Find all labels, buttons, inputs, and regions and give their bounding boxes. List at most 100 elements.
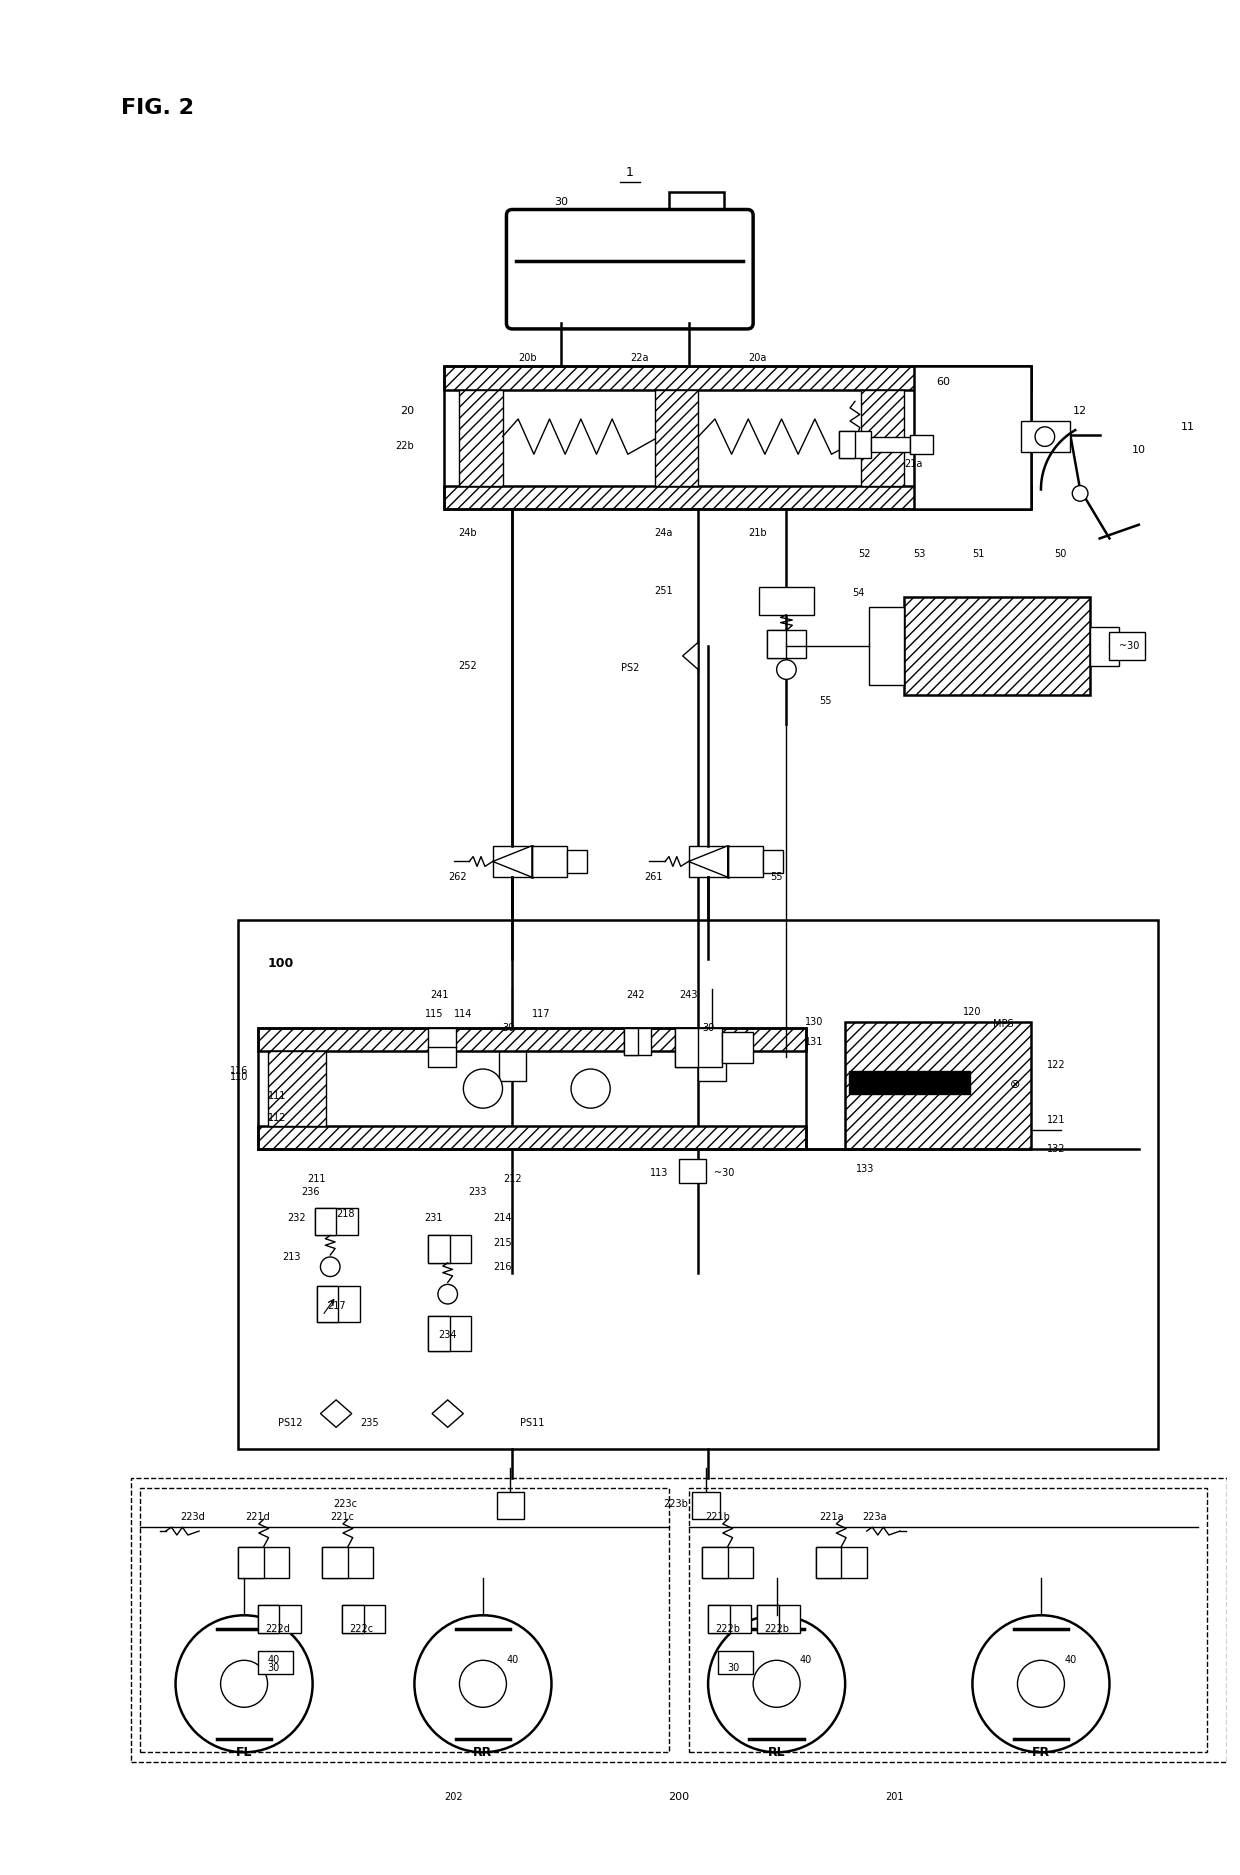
Text: FL: FL [236, 1746, 252, 1759]
Bar [460, 390, 502, 486]
FancyBboxPatch shape [506, 210, 753, 328]
Text: 21b: 21b [748, 527, 766, 538]
Bar [728, 846, 763, 878]
Bar [1110, 632, 1145, 660]
Bar [688, 846, 728, 878]
Text: 30: 30 [268, 1663, 279, 1672]
Text: 223c: 223c [334, 1498, 357, 1509]
Text: 113: 113 [650, 1168, 668, 1178]
Bar [428, 1316, 450, 1352]
Bar [702, 1547, 753, 1579]
Circle shape [320, 1256, 340, 1277]
Text: 30: 30 [728, 1663, 740, 1672]
Text: 222c: 222c [350, 1624, 373, 1633]
Text: 53: 53 [914, 549, 926, 559]
Bar [238, 921, 1158, 1449]
Text: 40: 40 [1064, 1656, 1076, 1665]
Text: 214: 214 [494, 1213, 512, 1222]
Bar [140, 1489, 668, 1753]
Bar [258, 1650, 293, 1674]
Bar [688, 1489, 1208, 1753]
Text: 242: 242 [626, 990, 645, 999]
Text: ~30: ~30 [1118, 641, 1140, 651]
Bar [258, 1605, 279, 1633]
Text: 112: 112 [268, 1114, 286, 1123]
Bar [624, 1028, 637, 1056]
Bar [268, 1052, 326, 1125]
Text: 100: 100 [268, 956, 294, 969]
Text: 234: 234 [439, 1329, 458, 1341]
Bar [839, 431, 854, 458]
Text: 221a: 221a [820, 1513, 843, 1522]
Text: 222b: 222b [715, 1624, 740, 1633]
Text: 235: 235 [360, 1418, 378, 1429]
Bar [910, 435, 934, 454]
Bar [532, 846, 567, 878]
Text: 133: 133 [856, 1164, 874, 1174]
Text: 201: 201 [885, 1792, 904, 1802]
Text: 216: 216 [494, 1262, 512, 1271]
Text: PS11: PS11 [520, 1418, 544, 1429]
Bar [861, 390, 904, 486]
Text: 55: 55 [820, 696, 832, 705]
Polygon shape [432, 1401, 464, 1427]
Text: 22b: 22b [396, 441, 414, 452]
Bar [258, 1028, 806, 1052]
Bar [428, 1236, 471, 1264]
Text: 221c: 221c [330, 1513, 353, 1522]
Text: 22a: 22a [630, 352, 649, 364]
Text: 30: 30 [702, 1024, 714, 1033]
Text: 223b: 223b [663, 1498, 688, 1509]
Text: 202: 202 [444, 1792, 463, 1802]
Text: 114: 114 [454, 1009, 472, 1020]
Text: 54: 54 [853, 589, 866, 598]
Circle shape [753, 1659, 800, 1708]
Bar [914, 366, 1032, 508]
Bar [846, 1022, 1032, 1149]
Polygon shape [683, 643, 698, 669]
Polygon shape [320, 1401, 352, 1427]
Bar [668, 191, 724, 216]
Bar [708, 1605, 751, 1633]
Bar [763, 849, 782, 874]
Text: 110: 110 [229, 1072, 248, 1082]
Text: 20a: 20a [748, 352, 766, 364]
Text: 24a: 24a [655, 527, 673, 538]
Bar [497, 1492, 525, 1519]
Text: 221d: 221d [246, 1513, 270, 1522]
Text: 121: 121 [1047, 1116, 1065, 1125]
Bar [342, 1605, 386, 1633]
Text: 222b: 222b [764, 1624, 789, 1633]
Text: 232: 232 [288, 1213, 306, 1222]
Circle shape [1035, 428, 1055, 446]
Bar [444, 366, 1032, 508]
Text: 115: 115 [425, 1009, 443, 1020]
Bar [849, 1071, 970, 1095]
Bar [322, 1547, 348, 1579]
Text: FR: FR [1032, 1746, 1050, 1759]
Bar [130, 1478, 1226, 1762]
Text: 30: 30 [554, 197, 568, 206]
Text: 51: 51 [972, 549, 985, 559]
Bar [322, 1547, 373, 1579]
Text: 217: 217 [327, 1301, 346, 1311]
Text: 52: 52 [858, 549, 870, 559]
Bar [675, 1028, 698, 1067]
Text: PS12: PS12 [278, 1418, 303, 1429]
Bar [869, 608, 904, 684]
Circle shape [1018, 1659, 1064, 1708]
Text: 116: 116 [229, 1067, 248, 1076]
Text: 262: 262 [449, 872, 467, 881]
Text: 1: 1 [626, 165, 634, 178]
Bar [238, 1547, 264, 1579]
Text: 241: 241 [430, 990, 449, 999]
Bar [315, 1208, 357, 1236]
Bar [428, 1316, 471, 1352]
Text: 212: 212 [503, 1174, 522, 1183]
Text: 223d: 223d [180, 1513, 205, 1522]
Text: 233: 233 [467, 1187, 486, 1198]
Text: 50: 50 [1054, 549, 1066, 559]
Text: 213: 213 [281, 1252, 300, 1262]
Text: 40: 40 [800, 1656, 812, 1665]
Bar [258, 1028, 806, 1149]
